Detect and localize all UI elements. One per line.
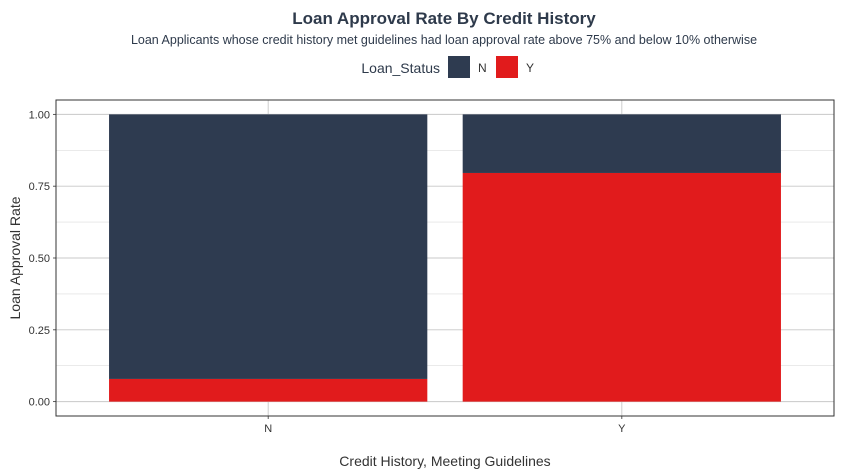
bar-Y-N: [462, 114, 781, 173]
y-axis-label: Loan Approval Rate: [7, 196, 23, 319]
y-tick-label: 0.75: [29, 181, 50, 193]
y-tick-label: 0.50: [29, 253, 50, 265]
legend-label-Y: Y: [526, 61, 534, 75]
y-tick-label: 0.00: [29, 397, 50, 409]
x-tick-label: Y: [618, 423, 626, 435]
x-tick-label: N: [264, 423, 272, 435]
legend-swatch-N: [448, 56, 470, 78]
bar-N-N: [109, 114, 428, 379]
y-tick-label: 1.00: [29, 109, 50, 121]
legend-swatch-Y: [496, 56, 518, 78]
chart-title: Loan Approval Rate By Credit History: [292, 9, 596, 28]
y-axis-ticks: 0.00 0.25 0.50 0.75 1.00: [29, 109, 56, 409]
chart-subtitle: Loan Applicants whose credit history met…: [131, 33, 757, 47]
y-tick-label: 0.25: [29, 325, 50, 337]
bar-N-Y: [109, 378, 428, 402]
legend-label-N: N: [478, 61, 487, 75]
x-axis-label: Credit History, Meeting Guidelines: [339, 453, 550, 469]
legend-title: Loan_Status: [361, 60, 440, 76]
bars: [109, 114, 781, 402]
bar-Y-Y: [462, 172, 781, 402]
